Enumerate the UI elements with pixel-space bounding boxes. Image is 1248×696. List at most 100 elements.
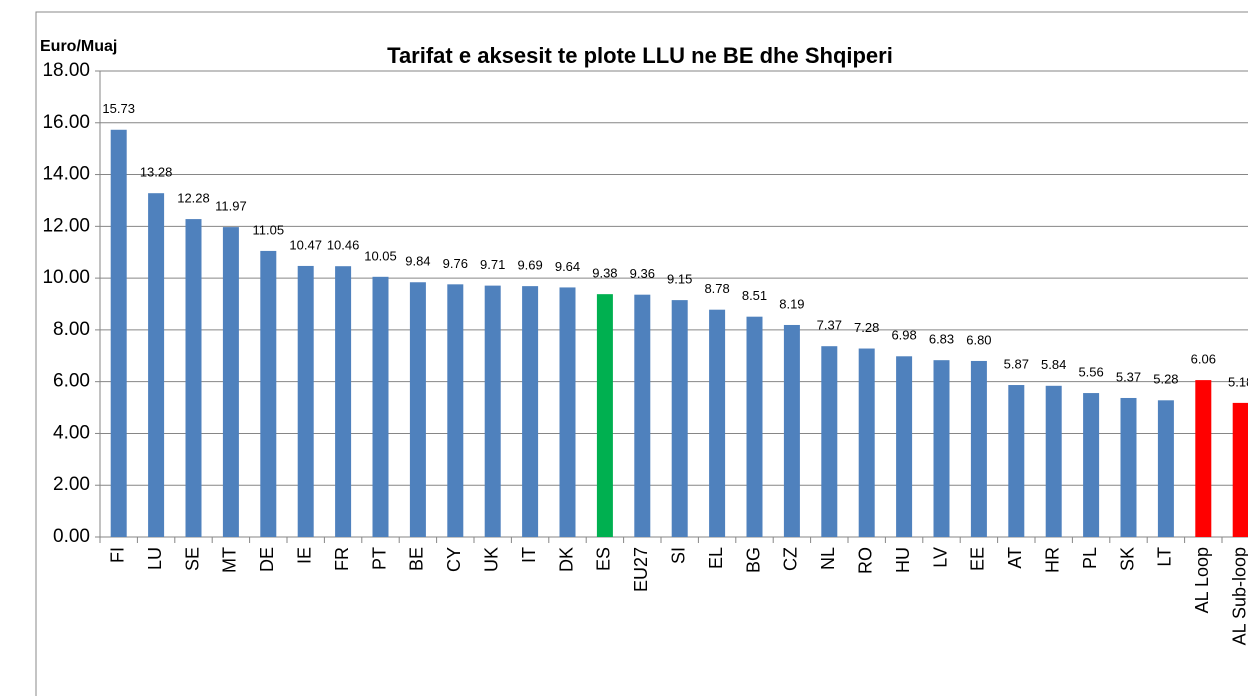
data-label: 8.19 [779,296,804,311]
data-label: 5.18 [1228,374,1248,389]
data-label: 6.06 [1191,352,1216,367]
data-label: 9.38 [592,266,617,281]
data-label: 9.84 [405,254,430,269]
y-tick-label: 0.00 [53,526,90,547]
bar [447,284,464,537]
data-label: 8.78 [704,281,729,296]
x-tick-label: MT [220,547,240,573]
y-axis-label: Euro/Muaj [40,38,117,55]
bar [1232,402,1248,537]
data-label: 5.87 [1004,356,1029,371]
x-tick-label: LT [1155,547,1175,567]
x-tick-label: DK [556,547,576,572]
bar [1083,393,1100,537]
bar [933,360,950,537]
x-tick-label: IT [519,547,539,563]
x-tick-label: HU [893,547,913,573]
x-tick-label: RO [855,547,875,574]
x-tick-label: AT [1005,547,1025,569]
x-tick-label: EE [968,547,988,571]
x-tick-label: SI [668,547,688,564]
bar [896,356,913,537]
x-tick-label: CZ [781,547,801,571]
data-label: 10.05 [364,248,397,263]
bar [222,227,239,538]
data-label: 7.28 [854,320,879,335]
bar [1195,380,1212,537]
bar [297,265,314,537]
data-label: 11.97 [215,199,247,214]
data-label: 6.83 [929,332,954,347]
y-tick-label: 16.00 [42,112,90,133]
x-tick-label: SK [1117,547,1137,571]
data-label: 9.69 [517,258,542,273]
bar [522,286,539,537]
data-label: 9.76 [443,256,468,271]
data-label: 5.56 [1078,364,1103,379]
bar [596,294,613,537]
bar [970,360,987,537]
bar [1008,385,1025,537]
x-tick-label: BG [743,547,763,573]
x-tick-label: FR [332,547,352,571]
x-tick-label: LV [930,547,950,568]
x-tick-label: AL Sub-loop [1229,547,1248,645]
x-tick-label: EL [706,547,726,569]
x-tick-label: PL [1080,547,1100,569]
x-tick-label: HR [1042,547,1062,573]
bar [634,294,651,537]
bar [858,348,875,537]
data-label: 12.28 [177,191,210,206]
x-tick-label: FI [107,547,127,563]
bar [148,193,165,537]
bar [409,282,426,537]
x-tick-label: ES [594,547,614,571]
x-tick-label: CY [444,547,464,572]
bar [559,287,576,537]
data-label: 6.98 [891,328,916,343]
bar [783,324,800,537]
x-tick-label: LU [145,547,165,570]
y-tick-label: 6.00 [53,371,90,392]
bar [671,300,688,537]
y-tick-label: 10.00 [42,267,90,288]
bar [484,285,501,537]
x-tick-label: PT [369,547,389,570]
bar [260,250,277,537]
data-label: 9.71 [480,257,505,272]
y-tick-label: 2.00 [53,474,90,495]
y-tick-label: 4.00 [53,422,90,443]
data-label: 10.47 [289,237,322,252]
y-tick-label: 14.00 [42,164,90,185]
bar [1120,397,1137,537]
bar [335,266,352,537]
data-label: 9.36 [630,266,655,281]
data-label: 13.28 [140,165,173,180]
bar [110,129,127,538]
x-tick-label: EU27 [631,547,651,592]
x-tick-label: NL [818,547,838,570]
data-label: 5.28 [1153,372,1178,387]
data-label: 6.80 [966,332,991,347]
chart-title: Tarifat e aksesit te plote LLU ne BE dhe… [387,43,893,68]
data-label: 10.46 [327,238,360,253]
bar [709,309,726,537]
data-label: 15.73 [102,101,135,116]
y-tick-label: 8.00 [53,319,90,340]
data-label: 8.51 [742,288,767,303]
bar [746,316,763,537]
bar [821,346,838,537]
bar [185,219,202,537]
y-tick-label: 18.00 [42,60,90,81]
bar [1045,385,1062,537]
x-tick-label: UK [481,547,501,572]
x-tick-label: IE [294,547,314,564]
bar [372,276,389,537]
y-tick-label: 12.00 [42,215,90,236]
data-label: 5.37 [1116,369,1141,384]
data-label: 7.37 [817,318,842,333]
x-tick-label: DE [257,547,277,572]
data-label: 11.05 [253,222,285,237]
x-tick-label: AL Loop [1192,547,1212,613]
